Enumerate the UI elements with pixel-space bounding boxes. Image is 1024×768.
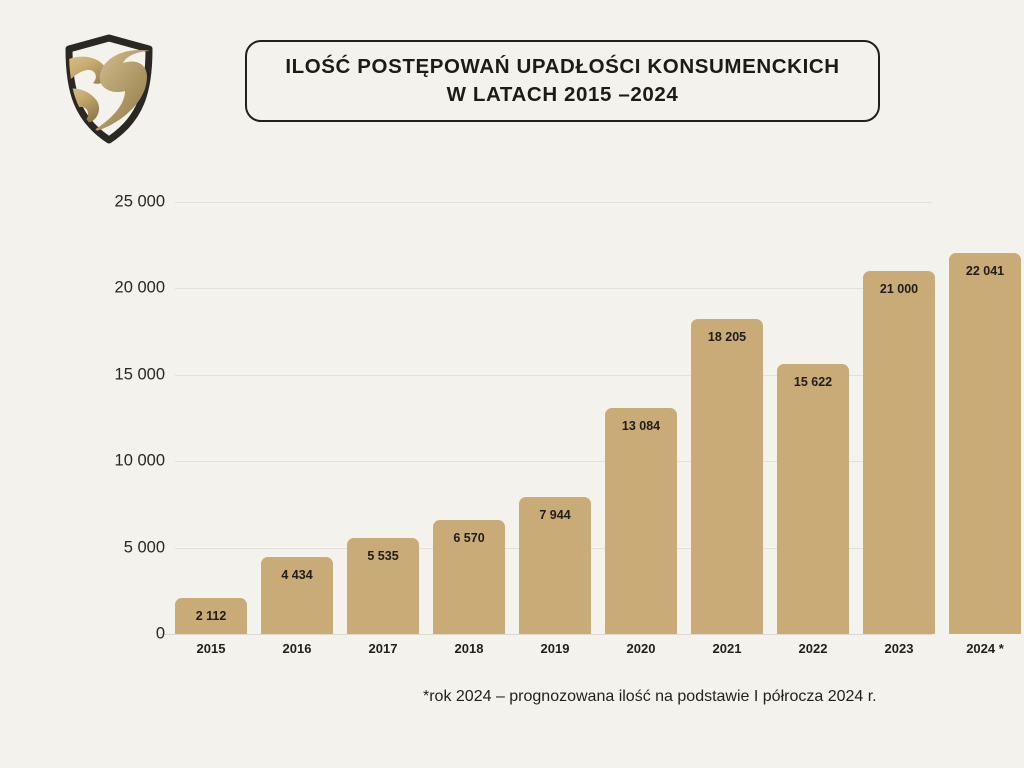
bar[interactable]: 2 112 xyxy=(175,597,247,634)
shield-logo xyxy=(55,33,163,145)
bar-value-label: 5 535 xyxy=(367,549,399,564)
gridline xyxy=(175,374,932,376)
x-axis-tick-label: 2024 * xyxy=(966,641,1004,656)
bar[interactable]: 6 570 xyxy=(433,520,505,634)
y-axis-tick-label: 5 000 xyxy=(123,538,165,557)
bar[interactable]: 4 434 xyxy=(261,557,333,634)
y-axis-tick-label: 10 000 xyxy=(114,451,165,470)
y-axis-tick-label: 0 xyxy=(155,624,165,643)
chart-title-box: ILOŚĆ POSTĘPOWAŃ UPADŁOŚCI KONSUMENCKICH… xyxy=(245,40,880,122)
x-axis-tick-label: 2015 xyxy=(196,641,226,656)
x-axis-tick-label: 2019 xyxy=(540,641,570,656)
bar[interactable]: 22 041 xyxy=(949,253,1021,634)
bar[interactable]: 15 622 xyxy=(777,364,849,634)
gridline xyxy=(175,461,932,463)
bar[interactable]: 5 535 xyxy=(347,538,419,634)
x-axis-line xyxy=(160,634,932,635)
bar-value-label: 7 944 xyxy=(539,507,571,522)
x-axis-tick-label: 2020 xyxy=(626,641,656,656)
bar-value-label: 15 622 xyxy=(793,375,833,390)
x-axis-tick-label: 2016 xyxy=(282,641,312,656)
bar-value-label: 21 000 xyxy=(879,282,919,297)
bar[interactable]: 21 000 xyxy=(863,271,935,634)
bar[interactable]: 7 944 xyxy=(519,496,591,634)
bar-value-label: 2 112 xyxy=(195,608,227,623)
bar-value-label: 6 570 xyxy=(453,531,485,546)
bar-value-label: 4 434 xyxy=(281,568,313,583)
x-axis-tick-label: 2017 xyxy=(368,641,398,656)
y-axis-tick-label: 25 000 xyxy=(114,192,165,211)
bar[interactable]: 18 205 xyxy=(691,319,763,634)
gridline xyxy=(175,202,932,203)
bar-value-label: 18 205 xyxy=(707,330,747,345)
bar-value-label: 22 041 xyxy=(965,264,1005,279)
x-axis-tick-label: 2021 xyxy=(712,641,742,656)
x-axis-tick-label: 2022 xyxy=(798,641,828,656)
y-axis-tick-label: 20 000 xyxy=(114,278,165,297)
gridline xyxy=(175,288,932,290)
footnote: *rok 2024 – prognozowana ilość na podsta… xyxy=(423,688,877,705)
bar-value-label: 13 084 xyxy=(621,418,661,433)
y-axis-tick-label: 15 000 xyxy=(114,365,165,384)
x-axis-tick-label: 2023 xyxy=(884,641,914,656)
chart-title-line-2: W LATACH 2015 –2024 xyxy=(446,83,679,106)
bar[interactable]: 13 084 xyxy=(605,407,677,634)
chart-title-line-1: ILOŚĆ POSTĘPOWAŃ UPADŁOŚCI KONSUMENCKICH xyxy=(285,55,840,79)
x-axis-tick-label: 2018 xyxy=(454,641,484,656)
